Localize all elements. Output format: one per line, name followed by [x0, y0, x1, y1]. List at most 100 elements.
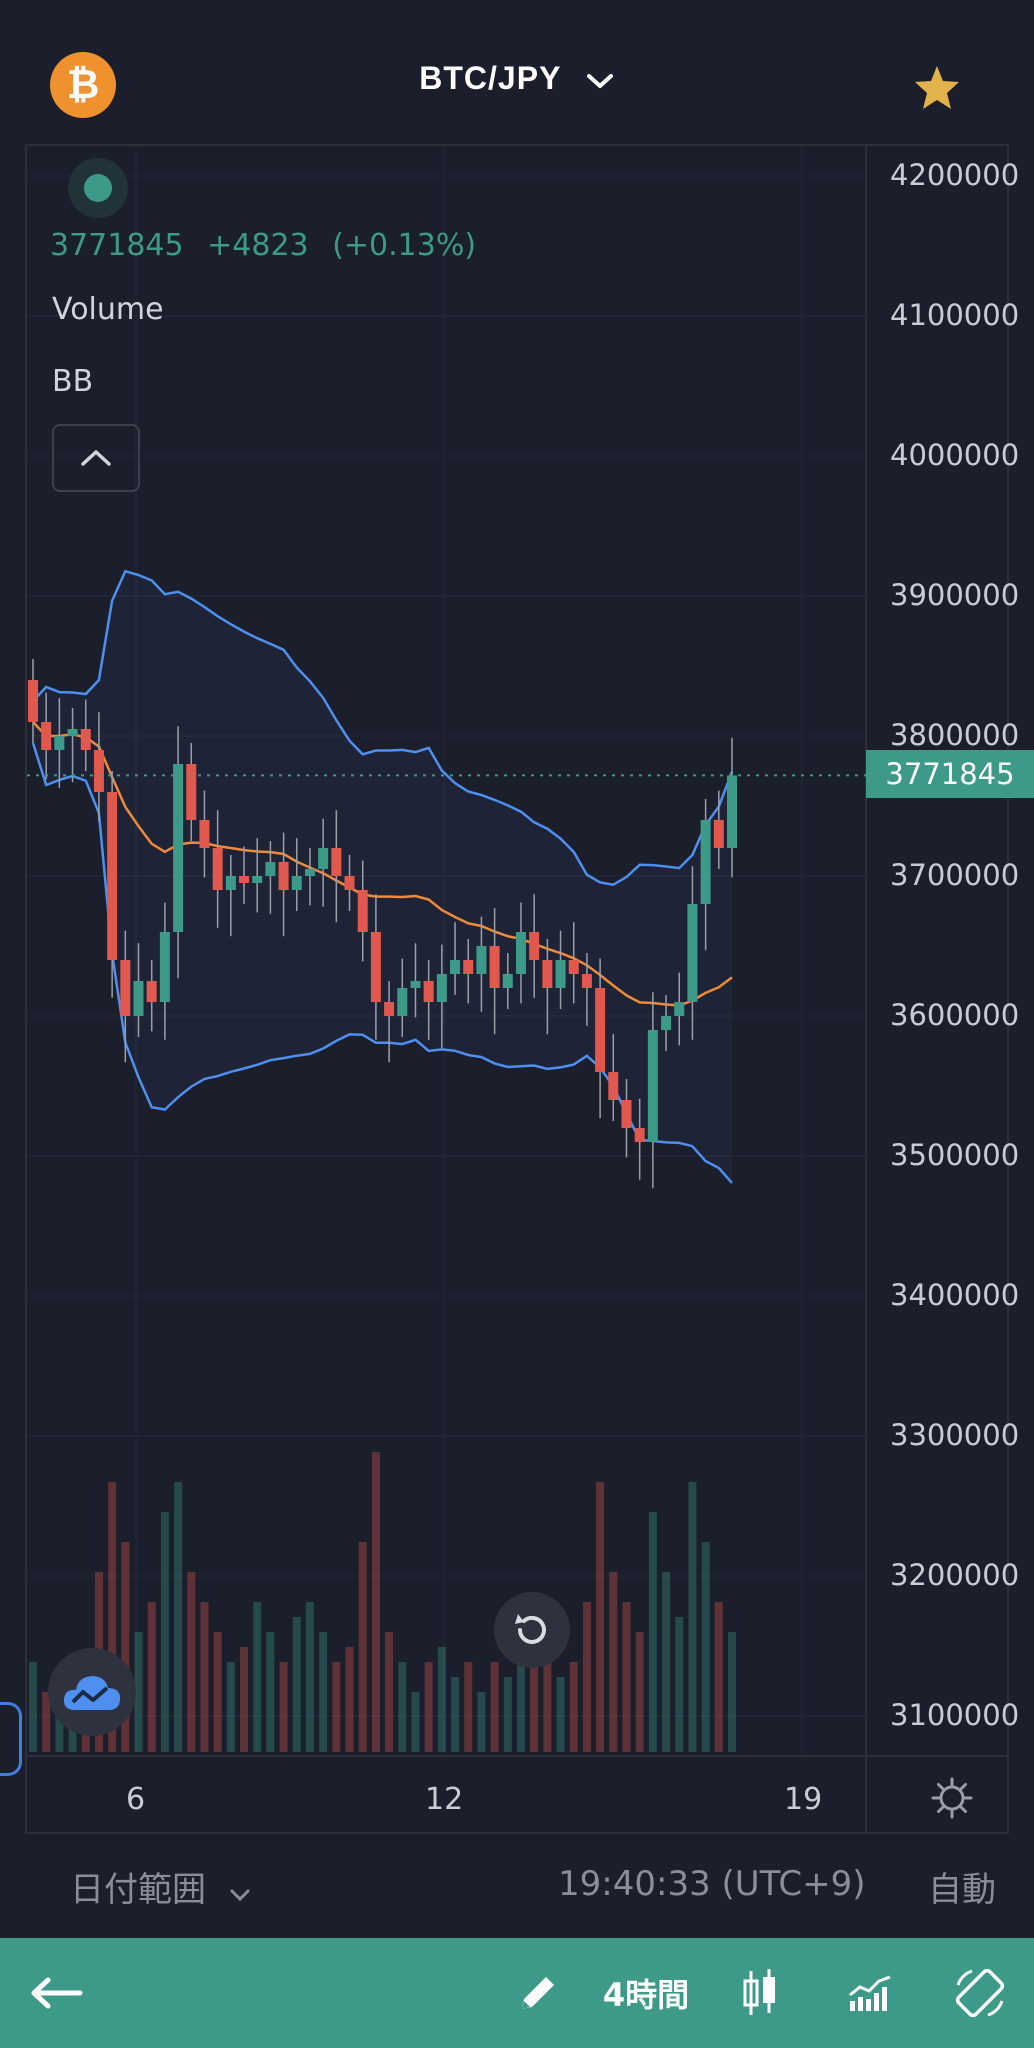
candle-body [173, 764, 184, 932]
candle-body [67, 729, 78, 736]
price-tick: 3400000 [890, 1278, 1020, 1312]
indicator-volume-label[interactable]: Volume [52, 292, 164, 327]
candle-body [41, 722, 52, 750]
legend-change: +4823 [207, 228, 309, 263]
volume-bar [319, 1632, 328, 1752]
reset-chart-button[interactable] [494, 1592, 570, 1668]
volume-bar [305, 1602, 314, 1752]
volume-bar [675, 1617, 684, 1752]
candle-body [581, 974, 592, 988]
candle-body [225, 876, 236, 890]
current-price-tag: 3771845 [866, 750, 1034, 798]
candle-body [199, 820, 210, 848]
volume-bar [556, 1677, 565, 1752]
volume-bar [42, 1692, 51, 1752]
collapse-legend-button[interactable] [52, 424, 140, 492]
candle-body [727, 775, 737, 848]
candle-body [410, 981, 421, 988]
candle-body [634, 1128, 645, 1142]
volume-bar [121, 1542, 130, 1752]
candle-body [647, 1030, 658, 1142]
candle-body [700, 820, 711, 904]
volume-bar [543, 1662, 552, 1752]
reset-icon [515, 1614, 546, 1644]
cloud-chart-icon [63, 1676, 121, 1710]
volume-bar [516, 1647, 525, 1752]
candle-body [318, 848, 329, 869]
legend-change-pct: (+0.13%) [332, 228, 477, 263]
candle-body [146, 981, 157, 1002]
candle-body [107, 792, 118, 960]
candle-body [212, 848, 223, 890]
rotate-screen-icon[interactable] [948, 1938, 1012, 2048]
candle-body [397, 988, 408, 1016]
candle-body [542, 960, 553, 988]
date-range-dropdown[interactable]: 日付範囲 [70, 1862, 251, 1912]
candle-body [568, 960, 579, 974]
candle-body [331, 848, 342, 876]
legend-last-price: 3771845 [50, 228, 184, 263]
candle-body [529, 932, 540, 960]
volume-bar [530, 1632, 539, 1752]
chevron-up-icon [81, 450, 111, 466]
candle-body [239, 876, 250, 883]
indicator-bb-label[interactable]: BB [52, 364, 94, 399]
pair-selector[interactable]: BTC/JPY [0, 60, 1034, 99]
candle-body [687, 904, 698, 1002]
candle-body [54, 736, 65, 750]
volume-bar [134, 1632, 143, 1752]
clock-timezone[interactable]: 19:40:33 (UTC+9) [558, 1864, 866, 1904]
scroll-handle[interactable] [0, 1702, 22, 1776]
candle-body [120, 960, 131, 1016]
candle-body [159, 932, 170, 1002]
pencil-icon[interactable] [508, 1938, 568, 2048]
auto-scale-toggle[interactable]: 自動 [928, 1870, 996, 1910]
volume-bar [437, 1647, 446, 1752]
bb-basis-line [32, 721, 733, 1007]
candle-body [252, 876, 263, 883]
time-tick: 12 [425, 1782, 464, 1817]
time-tick: 6 [126, 1782, 146, 1817]
volume-bar [332, 1662, 341, 1752]
candle-body [713, 820, 724, 848]
interval-selector[interactable]: 4時間 [602, 1976, 690, 2014]
volume-bar [174, 1482, 183, 1752]
volume-bar [398, 1662, 407, 1752]
date-range-label: 日付範囲 [70, 1870, 206, 1910]
candle-body [515, 932, 526, 974]
candle-body [555, 960, 566, 988]
cloud-chart-button[interactable] [48, 1648, 136, 1736]
volume-bar [451, 1677, 460, 1752]
candle-body [674, 1002, 685, 1016]
candle-body [423, 981, 434, 1002]
price-tick: 4100000 [890, 298, 1020, 332]
volume-bar [728, 1632, 736, 1752]
star-icon[interactable] [912, 64, 962, 117]
candle-body [344, 876, 355, 890]
price-chart[interactable] [0, 0, 1034, 1834]
bb-band-fill [33, 571, 732, 1183]
chart-area[interactable] [25, 144, 1009, 1834]
candlestick-icon[interactable] [730, 1938, 790, 2048]
chevron-down-icon [229, 1872, 251, 1912]
indicators-icon[interactable] [840, 1938, 900, 2048]
bitcoin-icon[interactable]: ₿ [50, 52, 116, 118]
volume-bar [200, 1602, 209, 1752]
arrow-left-icon[interactable] [22, 1938, 92, 2048]
candle-body [595, 988, 606, 1072]
candle-body [80, 729, 91, 750]
volume-bar [29, 1662, 37, 1752]
price-tick: 3100000 [890, 1698, 1020, 1732]
volume-bar [358, 1542, 367, 1752]
candle-body [621, 1100, 632, 1128]
chevron-down-icon [585, 62, 615, 99]
volume-bar [411, 1692, 420, 1752]
candle-body [370, 932, 381, 1002]
volume-bar [635, 1632, 644, 1752]
volume-bar [622, 1602, 631, 1752]
price-tick: 3900000 [890, 578, 1020, 612]
volume-bar [714, 1602, 723, 1752]
market-status-indicator [68, 158, 128, 218]
candle-body [489, 946, 500, 988]
chart-settings-icon[interactable] [930, 1776, 974, 1825]
